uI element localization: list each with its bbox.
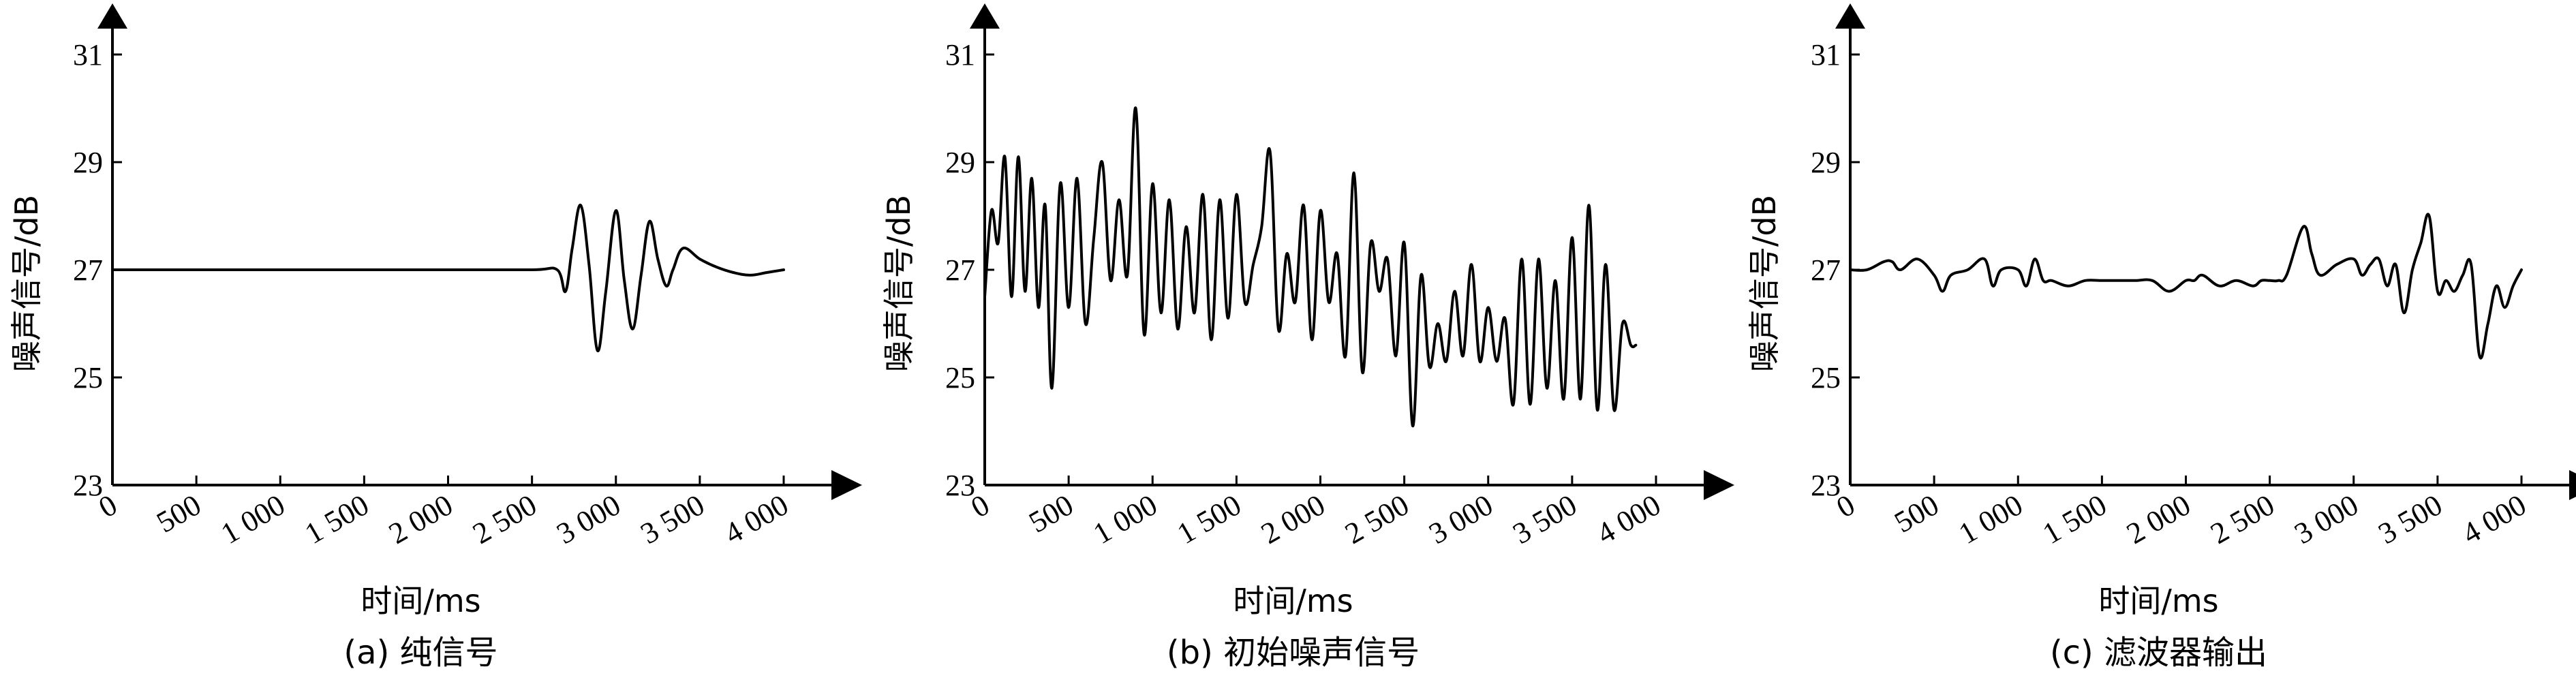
panel-caption: (b) 初始噪声信号 [1167, 634, 1420, 672]
x-tick-label: 1 500 [2037, 488, 2112, 550]
x-tick-label: 2 000 [1255, 488, 1330, 550]
x-tick-label: 3 500 [1507, 488, 1582, 550]
y-tick-label: 29 [945, 146, 975, 179]
x-tick-label: 3 000 [1424, 488, 1499, 550]
y-axis-arrow-icon [970, 3, 1000, 29]
y-tick-label: 23 [1811, 469, 1841, 502]
x-tick-label: 500 [1023, 488, 1079, 539]
x-tick-label: 4 000 [719, 488, 794, 550]
y-axis-title: 噪声信号/dB [1746, 195, 1783, 372]
y-tick-label: 25 [1811, 361, 1841, 394]
panel-caption: (a) 纯信号 [343, 634, 497, 672]
chart-panel-3: 23 25 27 29 31 0 500 1 000 1 500 2 000 2 500 3 000 3… [1746, 3, 2576, 672]
x-tick-label: 2 500 [2205, 488, 2280, 550]
x-tick-label: 1 500 [299, 488, 374, 550]
x-tick-label: 500 [151, 488, 206, 539]
x-tick-label: 3 000 [2289, 488, 2364, 550]
y-tick-label: 27 [1811, 253, 1841, 287]
y-axis-arrow-icon [97, 3, 127, 29]
y-tick-label: 31 [1811, 38, 1841, 72]
y-tick-label: 27 [73, 253, 103, 287]
series-line-1 [1849, 213, 2523, 360]
y-tick-label: 29 [73, 146, 103, 179]
x-tick-label: 500 [1888, 488, 1944, 539]
series-line-1 [983, 106, 1638, 428]
series-line-1 [111, 204, 785, 352]
y-tick-label: 23 [73, 469, 103, 502]
x-tick-label: 4 000 [1591, 488, 1666, 550]
x-axis-title: 时间/ms [2098, 582, 2218, 619]
x-tick-label: 1 000 [1953, 488, 2028, 550]
x-tick-label: 3 000 [551, 488, 626, 550]
panel-caption: (c) 滤波器输出 [2050, 634, 2267, 672]
chart-panel-1: 23 25 27 29 31 0 500 1 000 1 500 2 000 2 500 3 000 3… [8, 3, 862, 672]
x-axis-arrow-icon [2569, 470, 2576, 500]
x-tick-label: 2 000 [2121, 488, 2196, 550]
y-tick-label: 23 [945, 469, 975, 502]
x-tick-label: 4 000 [2457, 488, 2532, 550]
x-tick-label: 2 500 [1339, 488, 1414, 550]
x-tick-label: 3 500 [635, 488, 710, 550]
y-tick-label: 27 [945, 253, 975, 287]
y-tick-label: 25 [73, 361, 103, 394]
y-tick-label: 31 [73, 38, 103, 72]
x-axis-arrow-icon [1704, 470, 1734, 500]
y-axis-title: 噪声信号/dB [880, 195, 917, 372]
x-tick-label: 2 500 [467, 488, 542, 550]
x-tick-label: 0 [93, 488, 123, 524]
x-tick-label: 0 [965, 488, 995, 524]
x-tick-label: 1 000 [1088, 488, 1163, 550]
y-axis-title: 噪声信号/dB [8, 195, 45, 372]
x-tick-label: 0 [1830, 488, 1860, 524]
y-tick-label: 31 [945, 38, 975, 72]
x-axis-title: 时间/ms [361, 582, 480, 619]
x-tick-label: 1 000 [215, 488, 290, 550]
x-tick-label: 3 500 [2373, 488, 2448, 550]
x-axis-arrow-icon [831, 470, 862, 500]
y-tick-label: 29 [1811, 146, 1841, 179]
y-tick-label: 25 [945, 361, 975, 394]
x-tick-label: 1 500 [1171, 488, 1246, 550]
x-tick-label: 2 000 [383, 488, 458, 550]
chart-panel-2: 23 25 27 29 31 0 500 1 000 1 500 2 000 2 500 3 000 3… [880, 3, 1734, 672]
y-axis-arrow-icon [1835, 3, 1865, 29]
x-axis-title: 时间/ms [1233, 582, 1353, 619]
